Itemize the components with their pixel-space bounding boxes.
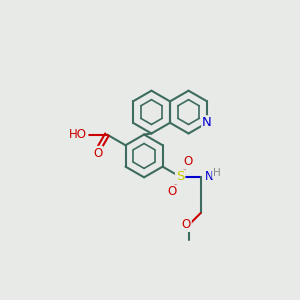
Text: O: O [93, 147, 103, 160]
Text: N: N [202, 116, 212, 129]
Text: S: S [176, 170, 184, 183]
Text: O: O [167, 185, 177, 199]
Text: O: O [184, 155, 193, 168]
Text: N: N [205, 170, 214, 183]
Text: HO: HO [69, 128, 87, 141]
Text: H: H [213, 168, 221, 178]
Text: O: O [182, 218, 191, 231]
